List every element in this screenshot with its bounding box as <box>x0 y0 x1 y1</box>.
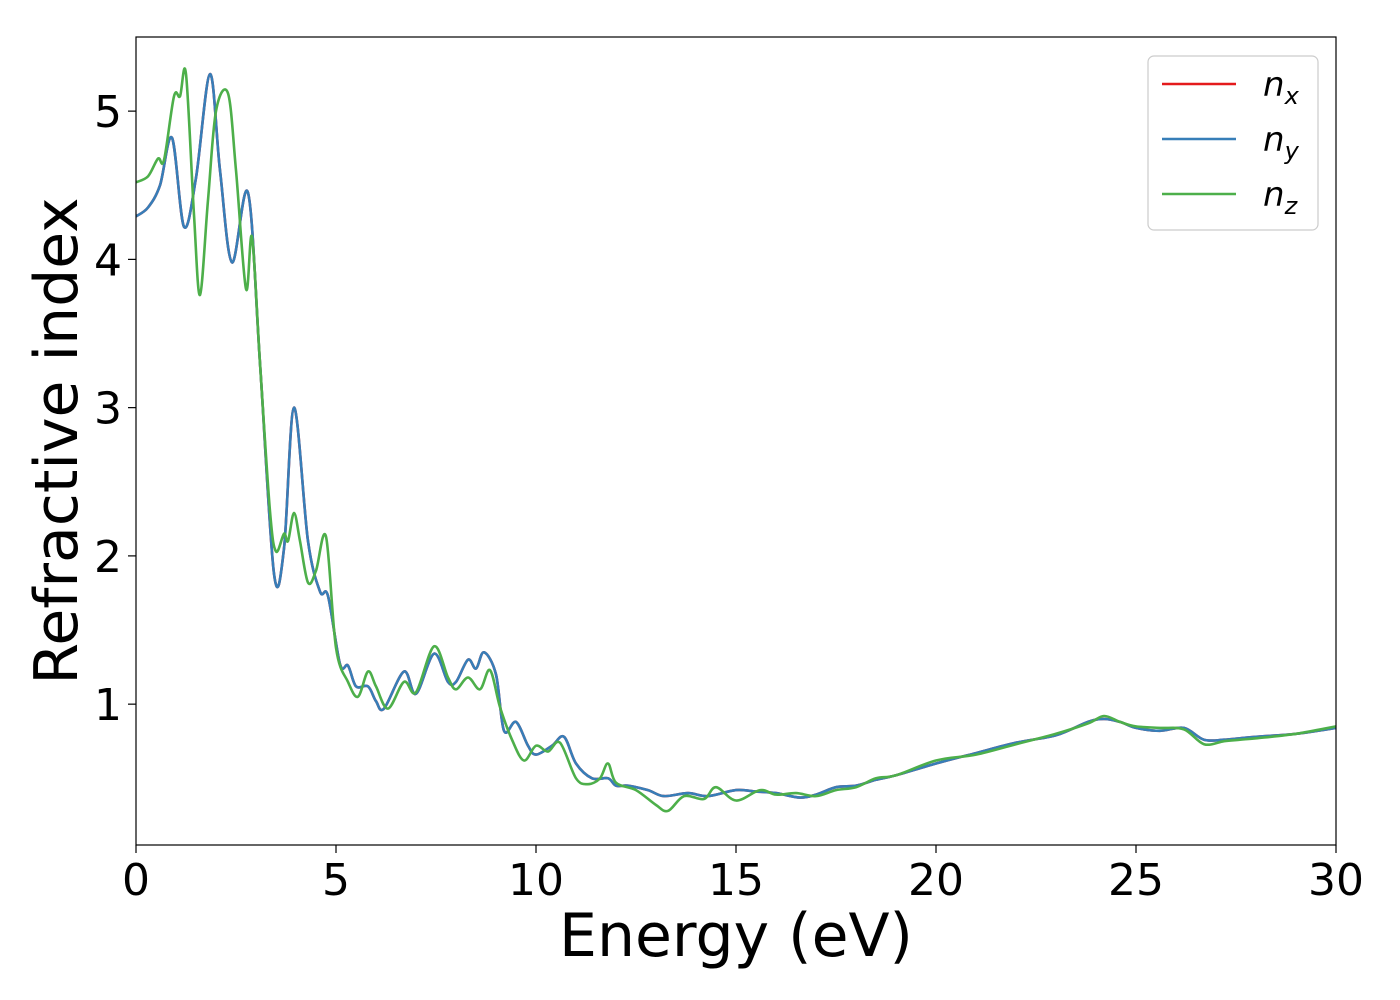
y-tick-label: 1 <box>94 680 122 731</box>
legend-label-nz: nz <box>1263 175 1299 220</box>
x-tick-label: 15 <box>708 855 764 906</box>
legend-label-subscript: x <box>1284 82 1300 110</box>
x-tick-label: 5 <box>322 855 350 906</box>
legend-label-subscript: z <box>1284 192 1299 220</box>
x-axis-label: Energy (eV) <box>559 901 913 971</box>
legend-box <box>1147 55 1319 231</box>
legend-label-ny: ny <box>1263 120 1300 165</box>
legend-label-subscript: y <box>1284 137 1300 165</box>
x-tick-label: 25 <box>1108 855 1164 906</box>
x-tick-label: 20 <box>908 855 964 906</box>
series-layer <box>136 67 1336 813</box>
legend-label-main: n <box>1263 120 1285 160</box>
legend-label-main: n <box>1263 175 1285 215</box>
x-tick-label: 0 <box>122 855 150 906</box>
y-tick-label: 3 <box>94 384 122 435</box>
x-axis-ticks: 0 5 10 15 20 25 30 <box>122 845 1364 906</box>
plot-area <box>136 37 1336 845</box>
x-tick-label: 30 <box>1308 855 1364 906</box>
legend-label-main: n <box>1263 65 1285 105</box>
y-tick-label: 5 <box>94 87 122 138</box>
y-axis-ticks: 1 2 3 4 5 <box>94 87 136 731</box>
legend-label-nx: nx <box>1263 65 1300 110</box>
y-tick-label: 2 <box>94 532 122 583</box>
x-tick-label: 10 <box>508 855 564 906</box>
y-tick-label: 4 <box>94 235 122 286</box>
y-axis-label: Refractive index <box>22 197 92 684</box>
series-line-nz <box>136 67 1336 813</box>
